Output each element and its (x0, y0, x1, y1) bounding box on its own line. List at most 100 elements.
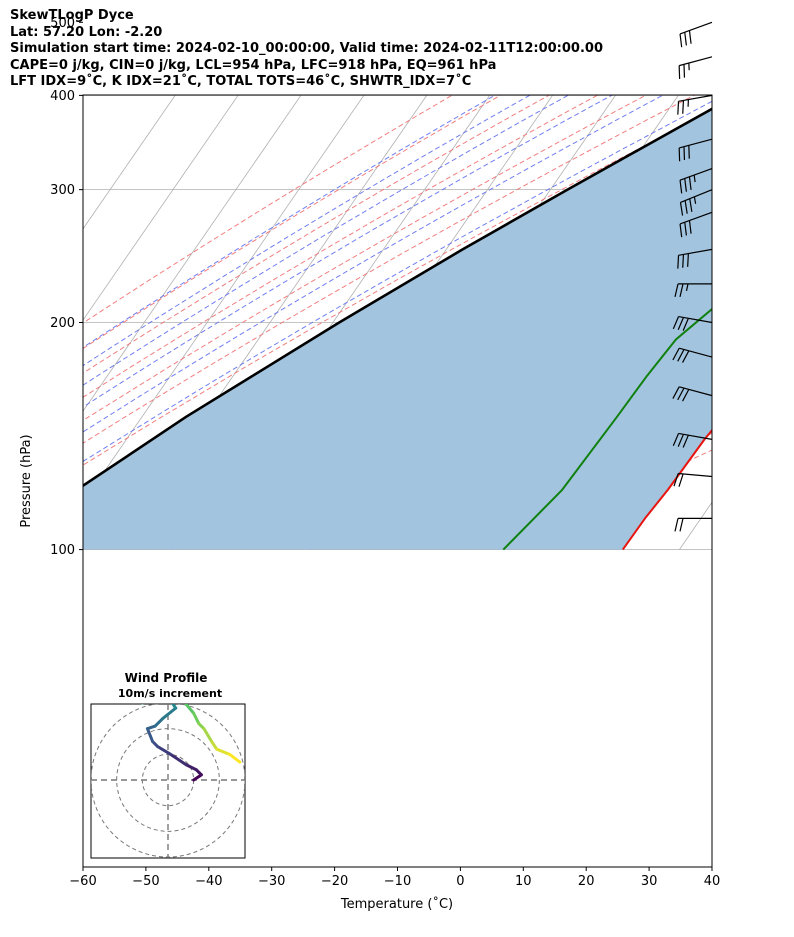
wind-barbs (672, 21, 713, 532)
parcel-line (83, 107, 712, 488)
cape-fill (83, 108, 712, 550)
y-tick-label: 300 (50, 183, 75, 198)
title-times: Simulation start time: 2024-02-10_00:00:… (10, 41, 603, 56)
y-tick-label: 400 (50, 89, 75, 104)
dry-adiabat (83, 95, 599, 398)
wind-barb-flag (682, 254, 685, 268)
x-axis: −60 −50 −40 −30 −20 −10 0 10 20 30 40 (69, 867, 720, 889)
wind-barb-shaft (678, 316, 713, 324)
wind-barb-flag (679, 180, 683, 194)
x-tick-label: −60 (69, 874, 96, 889)
wind-barb-flag (684, 178, 687, 192)
x-tick-label: −30 (258, 874, 285, 889)
hodograph-segment (171, 704, 178, 710)
wind-barb-flag (673, 473, 679, 487)
x-tick-label: −50 (132, 874, 159, 889)
wind-barb-flag (679, 202, 684, 216)
wind-barb-flag (687, 253, 689, 267)
moist-adiabat (83, 95, 532, 367)
wind-barb-half-flag (685, 283, 689, 292)
wind-barb-half-flag (693, 196, 697, 204)
title-location: Lat: 57.20 Lon: -2.20 (10, 24, 163, 40)
x-tick-label: 0 (456, 874, 464, 889)
wind-barb-flag (682, 389, 690, 402)
wind-barb-shaft (678, 432, 713, 440)
hodograph-segment (161, 706, 178, 720)
wind-barb-flag (688, 30, 692, 44)
title-station: SkewTLogP Dyce (10, 8, 134, 23)
hodograph-segment (192, 711, 201, 726)
cape-area (83, 108, 712, 550)
hodograph-segment (169, 752, 188, 767)
x-axis-label: Temperature (˚C) (340, 896, 453, 912)
wind-barb-flag (677, 101, 680, 115)
hodograph-title: Wind Profile (125, 671, 208, 685)
hodograph-segment (153, 716, 165, 728)
isotherm-line (83, 95, 239, 321)
dewpoint-line (502, 307, 712, 551)
x-tick-label: 30 (641, 874, 658, 889)
wind-barb-flag (682, 350, 690, 363)
y-tick-label: 500 (50, 16, 75, 31)
wind-barb-shaft (679, 167, 713, 181)
hodograph-ring (91, 704, 245, 858)
x-tick-label: 10 (515, 874, 532, 889)
wind-barb-flag (682, 100, 685, 114)
wind-barb-shaft (680, 189, 713, 203)
wind-barb-flag (679, 223, 683, 238)
wind-barb-flag (677, 317, 684, 330)
wind-barb-flag (684, 200, 688, 214)
title-indices-1: CAPE=0 j/kg, CIN=0 j/kg, LCL=954 hPa, LF… (10, 57, 497, 73)
hodograph-segment (210, 740, 219, 751)
wind-barb-flag (677, 434, 684, 447)
wind-barb-shaft (679, 347, 713, 358)
hodograph: Wind Profile 10m/s increment (90, 671, 246, 859)
x-tick-label: 40 (704, 874, 721, 889)
wind-barb-shaft (679, 386, 713, 397)
wind-barb-flag (679, 518, 684, 532)
wind-barb-flag (688, 220, 692, 234)
x-tick-label: −40 (195, 874, 222, 889)
wind-barb-shaft (679, 21, 713, 35)
dry-adiabat (83, 95, 454, 324)
wind-barb-flag (672, 386, 680, 399)
isotherm-line (83, 95, 176, 230)
isotherm-line (83, 95, 302, 412)
hodograph-segment (183, 704, 196, 715)
wind-barb-shaft (678, 248, 713, 256)
wind-barb-shaft (678, 94, 713, 102)
x-tick-label: −10 (384, 874, 411, 889)
wind-barb-shaft (679, 56, 713, 67)
wind-barb-flag (689, 198, 693, 212)
hodograph-ring (116, 728, 220, 832)
wind-barb-flag (678, 473, 684, 487)
wind-barb-flag (684, 32, 687, 46)
title-indices-2: LFT IDX=9˚C, K IDX=21˚C, TOTAL TOTS=46˚C… (10, 74, 472, 89)
hodograph-segment (192, 773, 203, 782)
wind-barb-shaft (678, 472, 713, 478)
dry-adiabat (83, 95, 696, 444)
wind-barb-flag (688, 176, 692, 191)
wind-barb-flag (674, 518, 679, 532)
dry-adiabat (83, 95, 551, 374)
y-tick-label: 100 (50, 543, 75, 558)
wind-barb-shaft (679, 211, 713, 225)
x-tick-label: −20 (321, 874, 348, 889)
wind-barb-flag (672, 316, 680, 330)
y-axis-label: Pressure (hPa) (19, 434, 34, 527)
wind-barb-flag (677, 349, 685, 362)
wind-barb-flag (672, 347, 680, 361)
hodograph-segment (145, 727, 155, 743)
y-tick-label: 200 (50, 316, 75, 331)
hodograph-segment (156, 745, 173, 756)
wind-barb-flag (674, 283, 679, 298)
hodograph-segment (202, 727, 214, 743)
profiles (83, 107, 712, 551)
x-tick-label: 20 (578, 874, 595, 889)
wind-barb-flag (672, 433, 680, 446)
hodograph-segment (215, 747, 232, 756)
wind-barb-flag (682, 318, 689, 331)
wind-barb-flag (679, 283, 684, 298)
hodograph-segment (228, 752, 242, 764)
